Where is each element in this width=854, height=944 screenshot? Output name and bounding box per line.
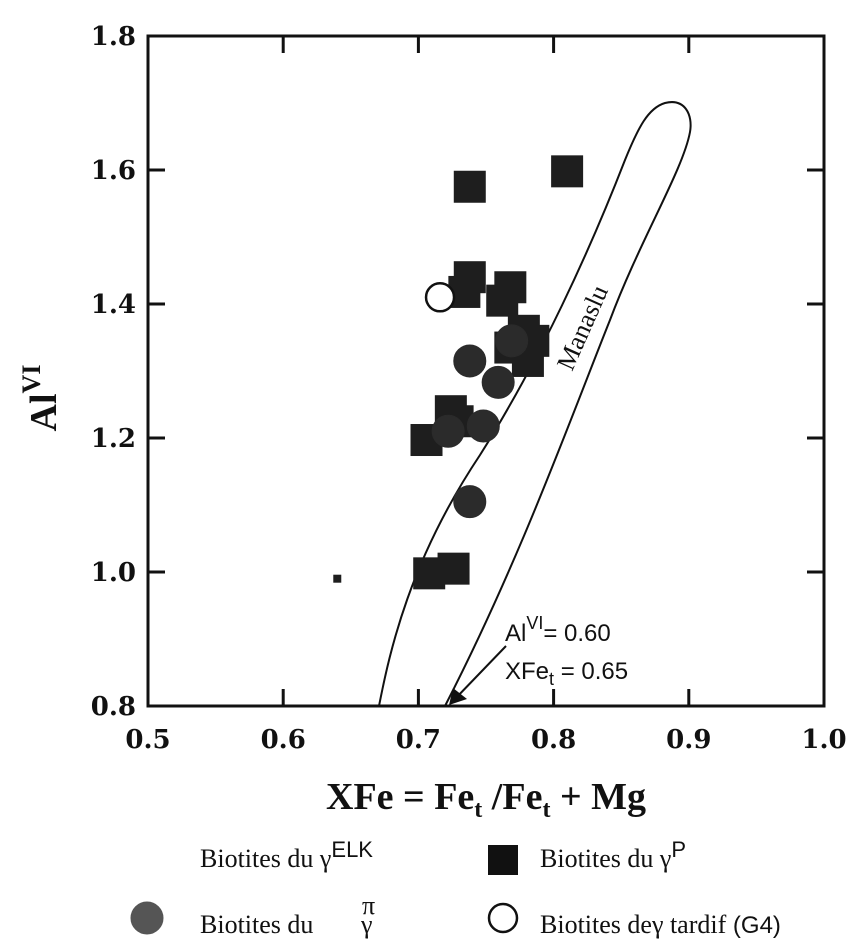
data-markers — [333, 155, 584, 590]
legend-p-sup: P — [671, 837, 686, 862]
legend-pi-label: Biotites du — [200, 910, 313, 939]
x-tick-label: 0.6 — [261, 725, 306, 755]
x-axis-title-mid: /Fe — [482, 776, 542, 818]
manaslu-field-label: Manaslu — [551, 281, 614, 375]
annotation-al-sup: VI — [526, 613, 543, 633]
gamma-pi-circle-point — [453, 485, 487, 519]
x-tick-label: 0.5 — [125, 725, 170, 755]
y-tick-label: 1.8 — [91, 22, 136, 52]
legend-g4-gamma: γ — [651, 910, 664, 939]
x-tick-label: 1.0 — [801, 725, 846, 755]
legend-g4-prefix: Biotites de — [540, 910, 652, 939]
annotation-al-line: AlVI= 0.60 — [505, 613, 611, 647]
gamma-p-square-point — [551, 155, 584, 188]
annotation-arrow-shaft — [453, 645, 507, 701]
legend-square-marker — [488, 845, 518, 875]
annotation-al-tail: = 0.60 — [543, 620, 610, 647]
x-tick-label: 0.9 — [666, 725, 711, 755]
legend-p-prefix: Biotites du γ — [540, 844, 671, 873]
x-axis-title: XFe = Fet /Fet + Mg — [326, 776, 646, 823]
legend-g4-label: Biotites deγ tardif (G4) — [540, 910, 781, 939]
y-axis-title-sup: VI — [17, 365, 46, 394]
y-axis-title: AlVI — [17, 365, 65, 432]
gamma-p-square-point — [453, 170, 486, 203]
legend-pi-stack-bottom: γ — [360, 910, 373, 939]
g4-open-circle-point — [424, 282, 456, 313]
gamma-p-square-point — [486, 284, 519, 317]
legend: Biotites du γELK Biotites du γP Biotites… — [130, 837, 781, 939]
legend-elk-prefix: Biotites du γ — [200, 844, 331, 873]
legend-pi-prefix: Biotites du — [200, 910, 313, 939]
x-tick-label: 0.7 — [396, 725, 441, 755]
y-tick-label: 0.8 — [91, 692, 136, 722]
manaslu-field-outline — [378, 101, 692, 707]
x-axis-title-tail: + Mg — [550, 776, 646, 818]
x-axis-title-sub2: t — [542, 797, 550, 823]
legend-open-circle-marker — [487, 902, 519, 934]
annotation-xfe-main: XFe — [505, 658, 549, 685]
annotation-xfe-sub: t — [549, 669, 554, 689]
gamma-pi-circle-point — [481, 365, 515, 399]
gamma-pi-circle-point — [453, 344, 487, 378]
legend-g4-sans: (G4) — [726, 912, 781, 939]
gamma-p-square-point — [437, 552, 470, 585]
legend-filled-circle-marker — [130, 901, 164, 935]
annotation-xfe-tail: = 0.65 — [554, 658, 628, 685]
gamma-pi-circle-point — [466, 409, 500, 443]
y-tick-label: 1.6 — [91, 156, 136, 186]
legend-pi-stack-top: π — [362, 891, 375, 920]
annotation-al-main: Al — [505, 620, 526, 647]
y-tick-label: 1.2 — [91, 424, 136, 454]
axis-tick-labels: 0.5 0.6 0.7 0.8 0.9 1.0 0.8 1.0 1.2 1.4 1.6 1.8 — [91, 22, 847, 755]
annotation-xfe-line: XFet = 0.65 — [505, 658, 628, 689]
axis-ticks — [148, 36, 824, 706]
legend-elk-sup: ELK — [331, 837, 373, 862]
annotation-arrow-head — [449, 688, 467, 705]
plot-frame — [146, 34, 826, 708]
legend-elk-label: Biotites du γELK — [200, 837, 373, 873]
gamma-pi-circle-point — [495, 324, 529, 358]
legend-g4-tail: tardif — [663, 910, 726, 939]
y-tick-label: 1.0 — [91, 558, 136, 588]
small-square-point — [333, 574, 342, 583]
gamma-pi-circle-point — [431, 414, 465, 448]
legend-p-label: Biotites du γP — [540, 837, 686, 873]
x-tick-label: 0.8 — [531, 725, 576, 755]
x-axis-title-main: XFe = Fe — [326, 776, 474, 818]
y-axis-title-main: Al — [23, 393, 65, 431]
x-axis-title-sub1: t — [474, 797, 482, 823]
y-tick-label: 1.4 — [91, 290, 136, 320]
